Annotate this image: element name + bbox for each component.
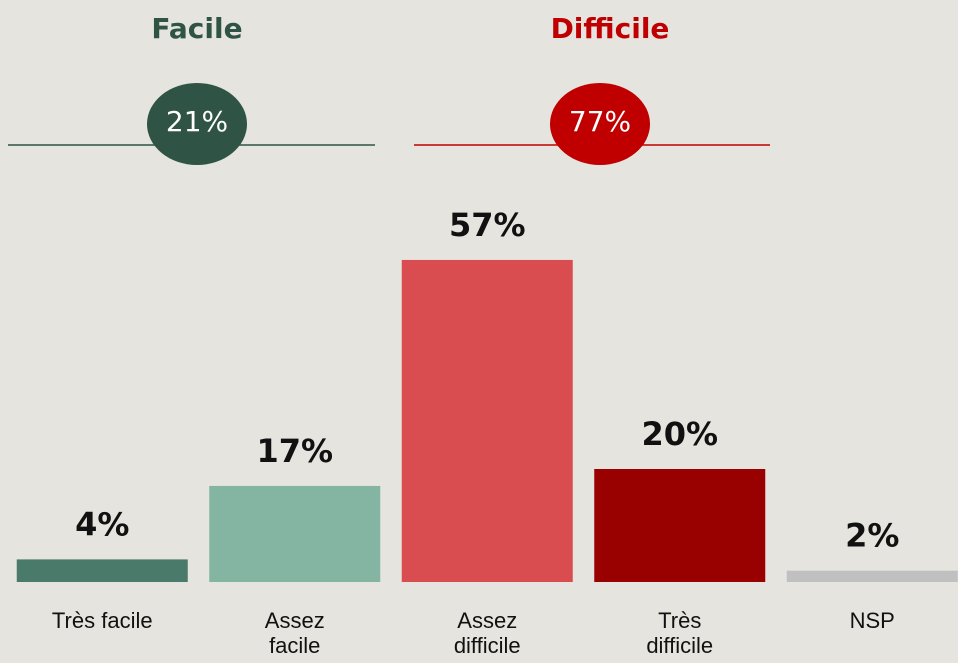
group-value: 21% — [166, 105, 228, 138]
group-badge — [550, 83, 650, 165]
value-label: 17% — [256, 432, 333, 470]
bar — [401, 259, 573, 582]
x-tick-label: NSP — [849, 608, 895, 633]
bar — [594, 469, 766, 582]
x-tick-label: Assez difficile — [453, 608, 521, 658]
x-tick-label: Très facile — [51, 608, 153, 633]
bar — [786, 570, 958, 582]
group-badge — [147, 83, 247, 165]
group-title: Facile — [151, 12, 242, 45]
value-label: 57% — [449, 206, 526, 244]
x-tick-label: Très difficile — [646, 608, 714, 658]
value-label: 20% — [641, 415, 718, 453]
value-label: 2% — [845, 517, 899, 555]
value-label: 4% — [75, 505, 129, 543]
bar — [16, 559, 188, 582]
group-title: Difficile — [551, 12, 670, 45]
bar — [209, 485, 381, 582]
x-tick-label: Assez facile — [264, 608, 325, 658]
group-value: 77% — [569, 105, 631, 138]
